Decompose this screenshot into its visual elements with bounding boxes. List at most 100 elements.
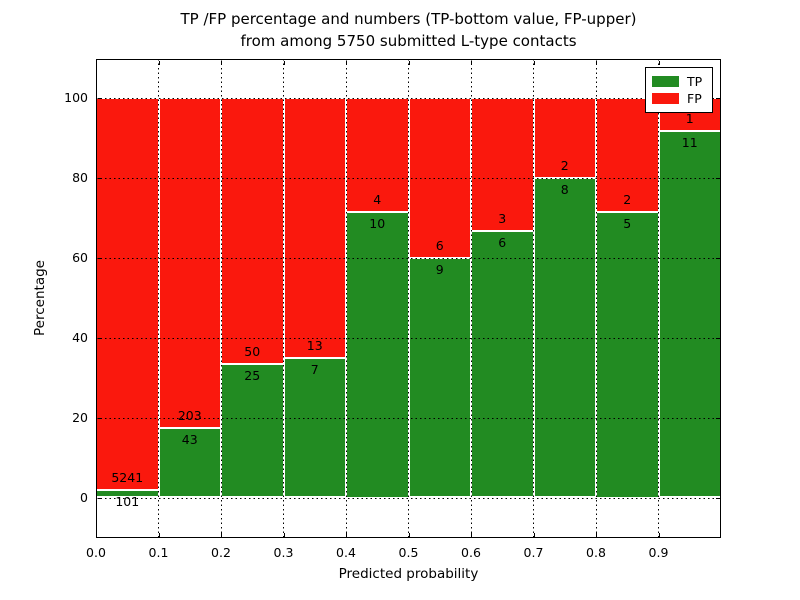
x-tick-mark <box>96 532 97 537</box>
x-tick-mark <box>596 532 597 537</box>
x-tick-label: 0.1 <box>148 545 169 560</box>
y-tick-mark <box>715 177 720 179</box>
bar-value-label-fp: 4 <box>373 192 382 207</box>
legend: TP FP <box>645 67 713 113</box>
bar-value-label-fp: 2 <box>623 192 632 207</box>
y-axis-label: Percentage <box>32 260 48 336</box>
y-tick-label: 40 <box>72 329 88 345</box>
x-tick-mark <box>533 60 535 65</box>
y-tick-mark <box>715 497 720 499</box>
x-gridline <box>595 59 597 538</box>
bar-value-label-tp: 5 <box>623 216 632 231</box>
x-tick-label: 0.5 <box>398 545 419 560</box>
bar-value-label-tp: 8 <box>560 181 569 197</box>
x-tick-mark <box>408 532 410 537</box>
bar-value-label-tp: 25 <box>244 368 261 384</box>
bar-value-label-tp: 7 <box>310 361 319 377</box>
y-tick-mark <box>97 97 102 99</box>
bar-value-label-fp: 3 <box>498 211 507 227</box>
y-tick-mark <box>97 177 102 179</box>
bar-segment-fp <box>283 97 346 358</box>
legend-item-tp: TP <box>646 75 712 88</box>
x-gridline <box>533 59 534 538</box>
x-gridline <box>408 59 409 538</box>
bar-value-label-fp: 5241 <box>111 469 144 485</box>
y-tick-mark <box>715 417 720 419</box>
bar-value-label-fp: 2 <box>560 157 569 173</box>
y-tick-mark <box>715 97 720 99</box>
x-tick-mark <box>158 532 160 537</box>
x-gridline <box>345 59 347 538</box>
x-tick-label: 0.9 <box>648 545 669 560</box>
x-tick-label: 0.0 <box>86 545 106 560</box>
bar-segment-fp <box>96 97 159 490</box>
bar-segment-tp <box>596 212 659 498</box>
bar-value-label-tp: 43 <box>181 431 198 447</box>
x-tick-mark <box>346 60 347 65</box>
x-tick-mark <box>658 532 660 537</box>
x-tick-mark <box>658 60 660 65</box>
bar-segment-tp <box>283 357 346 498</box>
fp-color-swatch <box>652 93 679 105</box>
bar-segment-tp <box>471 231 534 498</box>
x-tick-label: 0.4 <box>336 545 356 560</box>
x-gridline <box>220 59 222 538</box>
bar-segment-tp <box>408 257 471 498</box>
x-tick-label: 0.2 <box>211 545 231 560</box>
bar-value-label-tp: 6 <box>498 235 507 251</box>
y-tick-mark <box>97 337 102 339</box>
chart-title-line1: TP /FP percentage and numbers (TP-bottom… <box>180 10 637 28</box>
y-tick-mark <box>97 257 102 259</box>
tp-color-swatch <box>652 75 679 87</box>
x-tick-label: 0.7 <box>523 545 544 560</box>
x-tick-mark <box>408 60 410 65</box>
bar-segment-tp <box>221 364 284 498</box>
y-tick-label: 0 <box>80 489 88 505</box>
legend-label-tp: TP <box>687 73 703 89</box>
bar-segment-tp <box>658 131 721 498</box>
x-tick-mark <box>533 532 535 537</box>
bar-value-label-fp: 6 <box>435 237 444 253</box>
bar-value-label-fp: 203 <box>177 407 202 423</box>
plot-area: 5241 101 203 43 50 25 13 7 4 10 6 9 3 6 2 8 2 5 1 11 <box>96 59 721 538</box>
x-tick-mark <box>221 60 222 65</box>
x-axis-label: Predicted probability <box>338 566 479 582</box>
legend-label-fp: FP <box>687 91 702 107</box>
bar-value-label-tp: 101 <box>115 493 140 509</box>
bar-value-label-fp: 1 <box>685 111 694 127</box>
x-tick-mark <box>471 532 472 537</box>
bar-value-label-fp: 50 <box>244 344 261 360</box>
y-tick-label: 60 <box>72 249 88 265</box>
y-tick-mark <box>97 417 102 419</box>
bar-segment-fp <box>221 97 284 365</box>
x-gridline <box>158 59 159 538</box>
bar-segment-fp <box>596 97 659 212</box>
bar-value-label-fp: 13 <box>306 337 323 353</box>
x-tick-mark <box>158 60 160 65</box>
y-tick-mark <box>97 497 102 499</box>
x-tick-label: 0.3 <box>273 545 294 560</box>
y-tick-label: 20 <box>72 409 88 425</box>
x-tick-mark <box>346 532 347 537</box>
x-tick-mark <box>471 60 472 65</box>
y-tick-mark <box>715 337 720 339</box>
chart-title-line2: from among 5750 submitted L-type contact… <box>240 32 577 50</box>
x-tick-mark <box>283 532 285 537</box>
x-tick-mark <box>596 60 597 65</box>
x-tick-label: 0.8 <box>586 545 606 560</box>
bar-value-label-tp: 10 <box>369 216 386 231</box>
bar-segment-tp <box>346 212 409 498</box>
x-gridline <box>470 59 472 538</box>
y-tick-label: 80 <box>72 169 88 185</box>
y-tick-label: 100 <box>64 89 88 105</box>
x-gridline <box>283 59 284 538</box>
y-tick-mark <box>715 257 720 259</box>
x-tick-label: 0.6 <box>461 545 481 560</box>
bar-segment-fp <box>158 97 221 428</box>
x-tick-mark <box>283 60 285 65</box>
bar-value-label-tp: 9 <box>435 261 444 277</box>
bar-value-label-tp: 11 <box>681 135 698 151</box>
x-tick-mark <box>221 532 222 537</box>
x-tick-mark <box>96 60 97 65</box>
